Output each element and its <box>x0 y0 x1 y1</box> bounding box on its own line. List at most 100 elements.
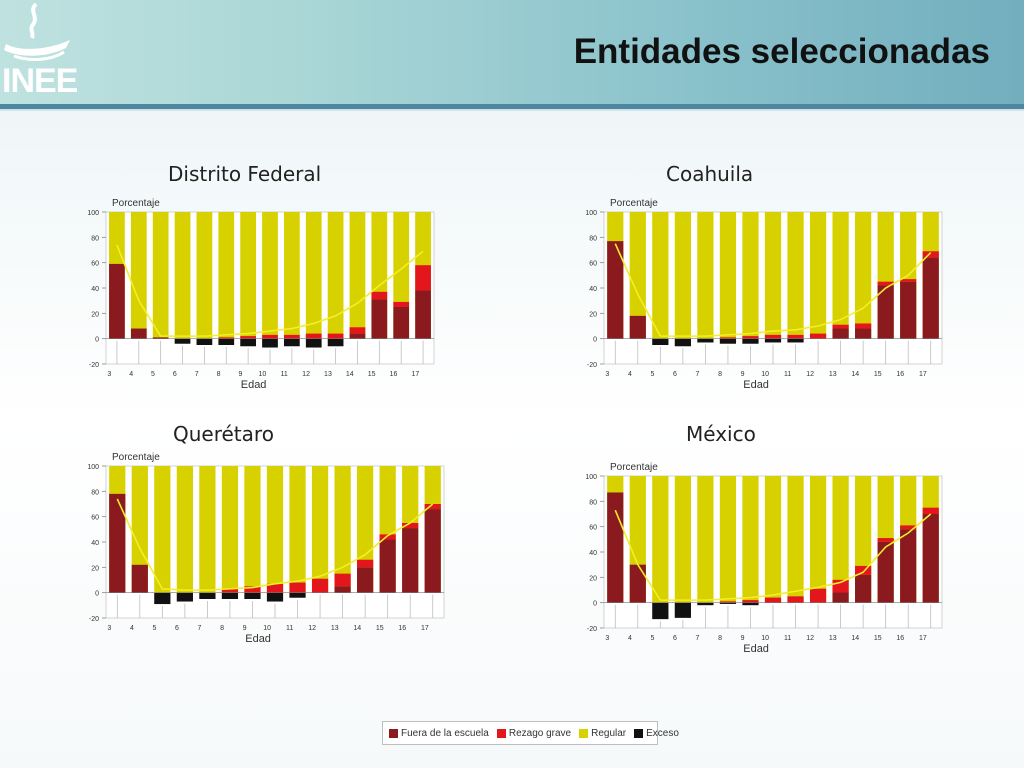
bar-regular <box>809 476 827 603</box>
bar-exceso <box>174 338 191 344</box>
bar-regular <box>311 466 329 593</box>
bar-regular <box>832 476 849 603</box>
bar-exceso <box>787 338 804 343</box>
x-tick-label: 3 <box>107 625 111 632</box>
bar-exceso <box>652 338 669 345</box>
y-tick-label: -20 <box>89 616 99 623</box>
legend-item-fuera: Fuera de la escuela <box>389 728 489 739</box>
bar-rezago <box>787 596 804 603</box>
x-tick-label: 14 <box>851 635 859 642</box>
bar-fuera <box>152 337 169 339</box>
legend-item-exceso: Exceso <box>634 728 679 739</box>
bar-rezago <box>809 588 827 603</box>
legend-swatch-fuera <box>389 728 398 738</box>
bar-rezago <box>900 525 917 530</box>
slide-header: INEE Entidades seleccionadas <box>0 0 1024 104</box>
bar-regular <box>787 476 804 603</box>
x-tick-label: 16 <box>390 371 398 378</box>
chart-legend: Fuera de la escuela Rezago grave Regular… <box>382 721 679 745</box>
y-tick-label: 100 <box>585 474 597 481</box>
bar-regular <box>652 476 669 603</box>
bar-fuera <box>855 574 872 603</box>
y-tick-label: -20 <box>587 362 597 369</box>
x-tick-label: 6 <box>173 371 177 378</box>
bar-fuera <box>130 328 147 339</box>
bar-regular <box>174 212 191 339</box>
x-tick-label: 10 <box>258 371 266 378</box>
x-tick-label: 11 <box>281 371 288 378</box>
bar-rezago <box>305 333 322 339</box>
bar-rezago <box>240 336 257 339</box>
bar-rezago <box>922 251 939 258</box>
bar-rezago <box>357 559 374 568</box>
y-tick-label: 0 <box>593 337 597 344</box>
x-tick-label: 7 <box>696 371 700 378</box>
bar-regular <box>764 212 782 339</box>
x-tick-label: 14 <box>851 371 859 378</box>
y-tick-label: 80 <box>589 499 597 506</box>
bar-regular <box>742 212 759 339</box>
bar-regular <box>855 212 872 339</box>
bar-exceso <box>719 602 737 604</box>
chart-title-mexico: México <box>686 422 756 446</box>
bar-fuera <box>607 492 624 603</box>
x-axis-label: Edad <box>743 379 769 391</box>
bar-regular <box>199 466 216 593</box>
bar-regular <box>305 212 322 339</box>
x-axis-label: Edad <box>245 633 271 645</box>
y-tick-label: 60 <box>589 525 597 532</box>
bar-exceso <box>221 592 239 599</box>
bar-regular <box>349 212 366 339</box>
bar-rezago <box>415 265 431 291</box>
bar-rezago <box>327 333 344 339</box>
x-tick-label: 6 <box>175 625 179 632</box>
x-tick-label: 12 <box>806 635 814 642</box>
x-tick-label: 17 <box>919 371 927 378</box>
x-tick-label: 13 <box>324 371 332 378</box>
x-axis-label: Edad <box>743 643 769 655</box>
bar-exceso <box>218 338 235 345</box>
bar-exceso <box>266 592 284 602</box>
x-tick-label: 4 <box>129 371 133 378</box>
x-tick-label: 11 <box>784 371 791 378</box>
chart-distrito-federal: 100 80 60 40 20 0 -20 Porcentaje 3 4 5 6 7 8 9 10 11 12 13… <box>87 198 435 391</box>
y-tick-label: 20 <box>91 311 99 318</box>
bar-fuera <box>357 567 374 593</box>
bar-exceso <box>283 338 300 347</box>
bar-regular <box>130 212 147 339</box>
bar-rezago <box>393 301 410 307</box>
y-tick-label: 100 <box>87 464 99 471</box>
bar-regular <box>244 466 261 593</box>
bar-rezago <box>742 600 759 603</box>
x-tick-label: 13 <box>829 371 837 378</box>
bar-exceso <box>196 338 213 345</box>
bar-regular <box>674 212 691 339</box>
bar-exceso <box>244 592 261 599</box>
bar-fuera <box>109 493 126 593</box>
chart-title-distrito-federal: Distrito Federal <box>168 162 322 186</box>
bar-rezago <box>283 334 300 339</box>
bar-exceso <box>674 602 691 618</box>
bar-fuera <box>393 307 410 339</box>
bar-rezago <box>900 279 917 282</box>
bar-exceso <box>697 338 714 343</box>
logo-text: INEE <box>2 62 78 100</box>
bar-regular <box>176 466 193 593</box>
bar-exceso <box>327 338 344 347</box>
x-tick-label: 11 <box>784 635 791 642</box>
bar-exceso <box>305 338 322 348</box>
y-tick-label: 40 <box>91 286 99 293</box>
slide-title: Entidades seleccionadas <box>573 32 990 71</box>
x-tick-label: 7 <box>696 635 700 642</box>
bar-regular <box>832 212 849 339</box>
bar-fuera <box>379 539 396 593</box>
y-tick-label: 20 <box>589 575 597 582</box>
x-tick-label: 4 <box>628 371 632 378</box>
x-tick-label: 10 <box>761 371 769 378</box>
bar-exceso <box>674 338 691 347</box>
bar-regular <box>131 466 148 593</box>
bar-regular <box>240 212 257 339</box>
bar-regular <box>629 212 646 339</box>
legend-label-exceso: Exceso <box>646 727 679 739</box>
y-tick-label: 100 <box>585 210 597 217</box>
